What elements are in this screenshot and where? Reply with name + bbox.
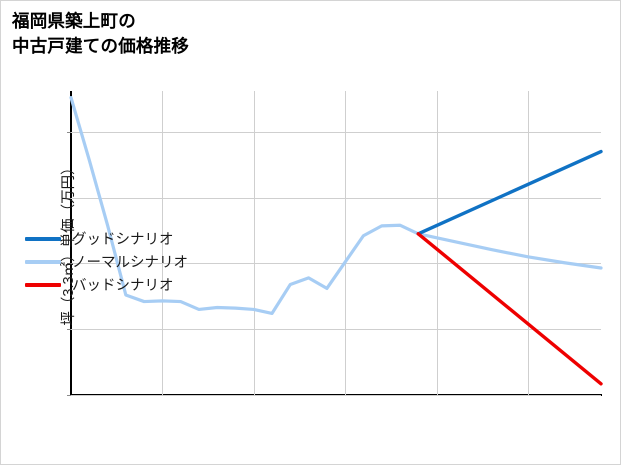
gridline-horizontal [71, 263, 601, 265]
gridline-horizontal [71, 329, 601, 331]
y-tick-mark [67, 197, 71, 199]
legend-item-label: ノーマルシナリオ [72, 255, 188, 271]
y-axis-line [70, 91, 72, 396]
legend-item[interactable]: バッドシナリオ [25, 273, 188, 296]
y-tick-mark [67, 329, 71, 331]
legend-item-label: グッドシナリオ [72, 232, 174, 248]
line-good-scenario [416, 149, 603, 236]
legend-item-label: バッドシナリオ [72, 278, 174, 294]
series-lines [69, 95, 603, 386]
y-tick-mark [67, 263, 71, 265]
chart-legend: グッドシナリオ ノーマルシナリオ バッドシナリオ [21, 225, 192, 298]
gridline-vertical [162, 91, 164, 395]
line-normal-scenario [69, 95, 603, 316]
legend-color-swatch [25, 259, 61, 264]
y-tick-mark [67, 395, 71, 396]
gridline-horizontal [71, 131, 601, 133]
gridline-vertical [436, 91, 438, 395]
gridline-horizontal [71, 197, 601, 199]
plot-area: 1617181920 200520102015202020252030 坪（3.… [61, 91, 603, 396]
legend-color-swatch [25, 282, 61, 287]
legend-color-swatch [25, 236, 61, 241]
legend-item[interactable]: グッドシナリオ [25, 227, 188, 250]
gridline-horizontal [71, 395, 601, 396]
y-tick-mark [67, 131, 71, 133]
chart-title: 福岡県築上町の 中古戸建ての価格推移 [12, 11, 189, 56]
gridline-vertical [253, 91, 255, 395]
line-bad-scenario [416, 232, 603, 386]
gridline-vertical [345, 91, 347, 395]
legend-item[interactable]: ノーマルシナリオ [25, 250, 188, 273]
gridline-vertical [527, 91, 529, 395]
